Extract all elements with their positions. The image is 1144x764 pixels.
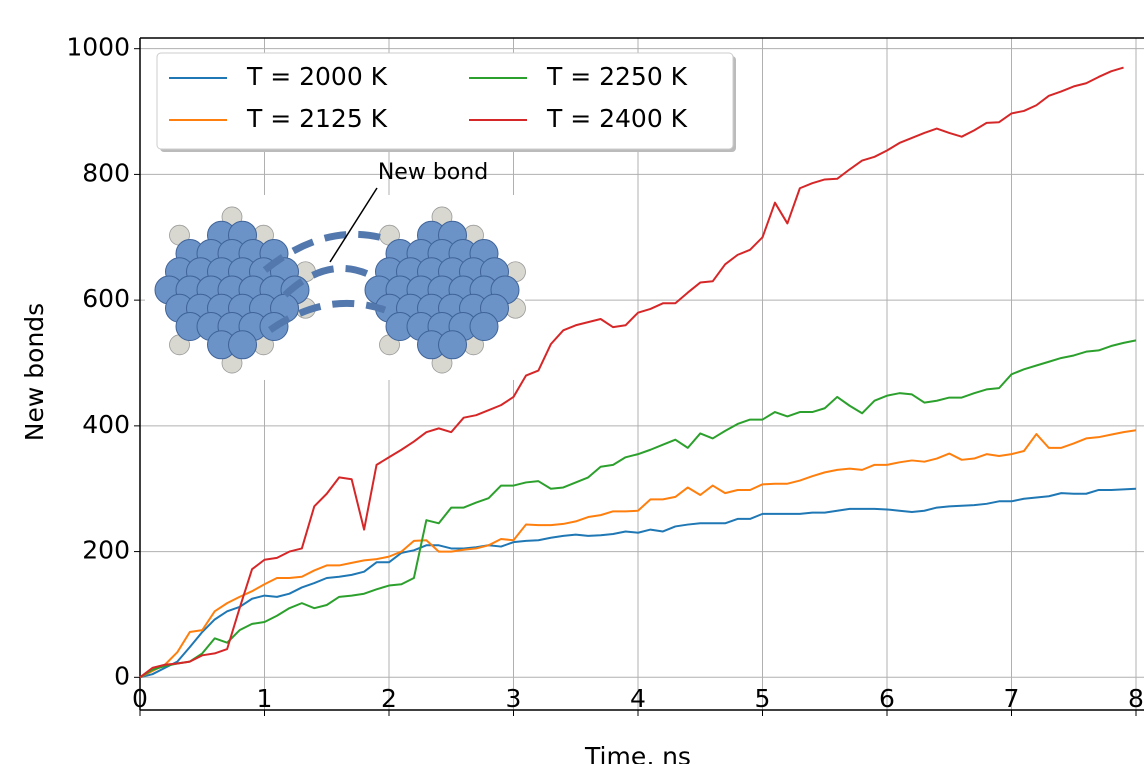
legend-label: T = 2125 K [246,104,388,133]
y-tick-label: 800 [82,158,130,187]
y-tick-label: 400 [82,410,130,439]
x-axis-label: Time, ns [584,742,691,764]
x-tick-label: 1 [257,684,273,713]
series-line [139,487,1137,679]
x-tick-label: 3 [506,684,522,713]
annotation: New bond [378,160,488,185]
bond-dash [262,230,392,273]
series-line [139,339,1137,679]
legend-box [156,52,734,150]
y-tick-label: 0 [114,661,130,690]
legend-label: T = 2250 K [546,62,688,91]
x-tick-label: 8 [1128,684,1144,713]
molecule-inset [145,195,526,380]
x-tick-label: 6 [879,684,895,713]
bond-dash [268,299,387,333]
y-axis-label: New bonds [20,303,49,441]
x-tick-label: 7 [1004,684,1020,713]
carbon-atom [438,330,467,360]
legend-label: T = 2000 K [246,62,388,91]
x-tick-label: 4 [630,684,646,713]
x-tick-label: 5 [755,684,771,713]
y-tick-label: 600 [82,284,130,313]
x-tick-label: 2 [381,684,397,713]
annotation-arrow [329,187,378,263]
carbon-atom [228,330,257,360]
bond-dash [282,264,372,298]
series-line [139,429,1137,679]
y-tick-label: 200 [82,536,130,565]
legend-label: T = 2400 K [546,104,688,133]
carbon-atom [469,312,499,342]
y-tick-label: 1000 [66,33,130,62]
series-line [139,66,1124,679]
